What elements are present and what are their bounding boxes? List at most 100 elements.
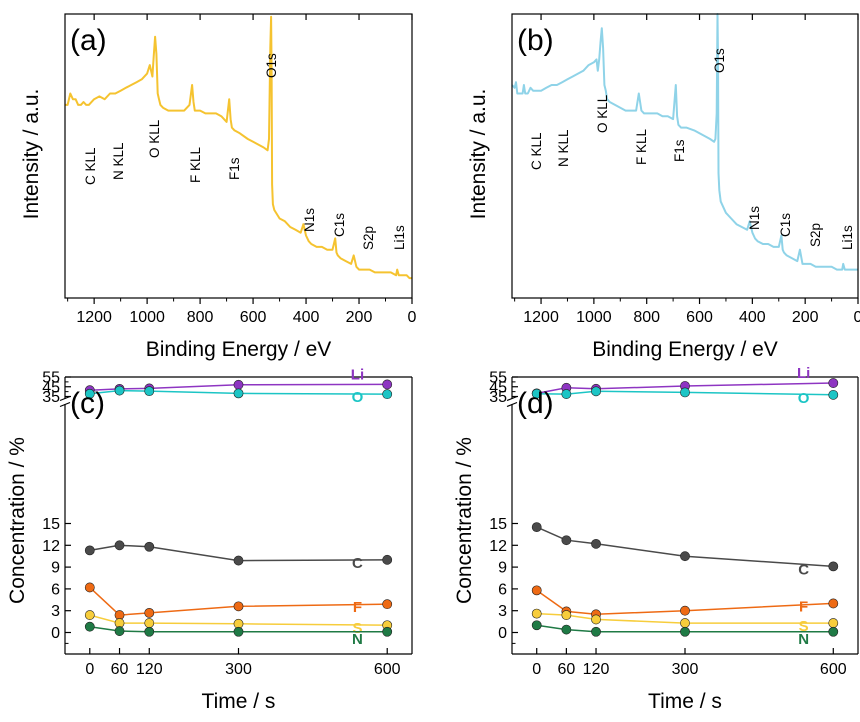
data-point [531, 522, 542, 533]
peak-label: F1s [227, 157, 242, 180]
x-tick-label: 1000 [129, 309, 165, 326]
data-point [828, 598, 839, 609]
data-point [144, 618, 155, 628]
series-label: F [353, 599, 362, 616]
data-point [84, 621, 95, 632]
peak-label: N KLL [556, 129, 571, 167]
x-tick-label: 300 [225, 661, 252, 678]
series-label: Li [351, 366, 364, 383]
series-label: C [352, 555, 363, 572]
axis-break-mark [506, 395, 518, 402]
x-tick-label: 600 [374, 661, 401, 678]
data-point [114, 385, 125, 396]
y-tick-label: 45 [489, 379, 507, 396]
panel-label: (b) [517, 24, 554, 57]
y-tick-label: 12 [489, 538, 507, 555]
data-point [591, 386, 601, 397]
x-tick-label: 0 [532, 661, 541, 678]
axis-break-mark [59, 395, 71, 402]
x-tick-label: 300 [672, 661, 699, 678]
y-axis-label: Intensity / a.u. [467, 89, 490, 220]
series-label: C [798, 561, 809, 578]
data-point [233, 626, 244, 637]
peak-label: O1s [264, 53, 279, 78]
x-axis-label: Time / s [648, 690, 722, 713]
x-tick-label: 600 [820, 661, 847, 678]
peak-label: C KLL [529, 132, 544, 170]
x-tick-label: 0 [854, 309, 860, 326]
data-point [144, 541, 155, 552]
series-F: F [531, 585, 839, 620]
y-tick-label: 35 [489, 389, 507, 406]
y-tick-label: 6 [498, 581, 507, 598]
data-point [531, 585, 542, 596]
data-point [680, 626, 690, 637]
peak-label: S2p [808, 223, 823, 247]
y-tick-label: 6 [51, 581, 60, 598]
y-tick-label: 15 [489, 516, 507, 533]
series-O: O [84, 385, 393, 406]
data-point [84, 388, 95, 399]
x-tick-label: 60 [557, 661, 575, 678]
x-tick-label: 400 [739, 309, 766, 326]
x-tick-label: 0 [85, 661, 94, 678]
y-tick-label: 9 [498, 560, 507, 577]
axis-break-mark [59, 401, 71, 408]
peak-label: N1s [747, 206, 762, 230]
x-tick-label: 400 [293, 309, 320, 326]
y-axis-label: Intensity / a.u. [20, 89, 43, 220]
data-point [828, 618, 839, 628]
data-point [144, 386, 155, 397]
series-label: Li [797, 365, 810, 382]
peak-label: O KLL [595, 94, 610, 133]
data-point [114, 540, 125, 551]
series-S: S [84, 610, 393, 637]
x-tick-label: 800 [187, 309, 214, 326]
data-point [84, 582, 95, 593]
data-point [84, 545, 95, 556]
data-point [561, 389, 572, 399]
spectrum-line [65, 15, 412, 280]
data-point [233, 388, 244, 399]
y-axis-label: Concentration / % [6, 437, 29, 604]
x-tick-label: 1200 [523, 309, 559, 326]
series-N: N [84, 621, 393, 648]
data-point [680, 551, 690, 562]
data-point [382, 554, 393, 565]
y-tick-label: 3 [498, 603, 507, 620]
data-point [233, 379, 244, 390]
series-label: N [798, 631, 809, 648]
y-tick-label: 0 [498, 625, 507, 642]
series-O: O [531, 386, 839, 407]
spectrum-panel-a: 1200 1000 800 600 400 200 0 (a) Binding Energy /… [20, 13, 417, 361]
data-point [531, 608, 542, 619]
x-axis-label: Binding Energy / eV [592, 338, 778, 361]
x-tick-label: 200 [346, 309, 373, 326]
data-point [591, 614, 601, 625]
peak-label: S2p [361, 226, 376, 250]
x-tick-label: 600 [686, 309, 713, 326]
data-point [144, 626, 155, 637]
x-tick-label: 1200 [76, 309, 112, 326]
data-point [233, 555, 244, 566]
series-S: S [531, 608, 839, 635]
spectrum-panel-b: 1200 1000 800 600 400 200 0 (b) Binding Energy /… [467, 13, 860, 361]
series-N: N [531, 620, 839, 648]
data-point [382, 626, 393, 637]
data-point [382, 379, 393, 390]
plot-frame [64, 13, 413, 299]
panel-label: (c) [70, 387, 105, 420]
series-label: S [352, 620, 362, 637]
y-tick-label: 9 [51, 560, 60, 577]
peak-label: C1s [332, 213, 347, 237]
y-tick-label: 0 [51, 625, 60, 642]
series-label: F [799, 598, 808, 615]
data-point [828, 389, 839, 400]
data-point [828, 378, 839, 388]
series-label: N [352, 631, 363, 648]
x-tick-label: 60 [111, 661, 129, 678]
data-point [561, 624, 572, 635]
